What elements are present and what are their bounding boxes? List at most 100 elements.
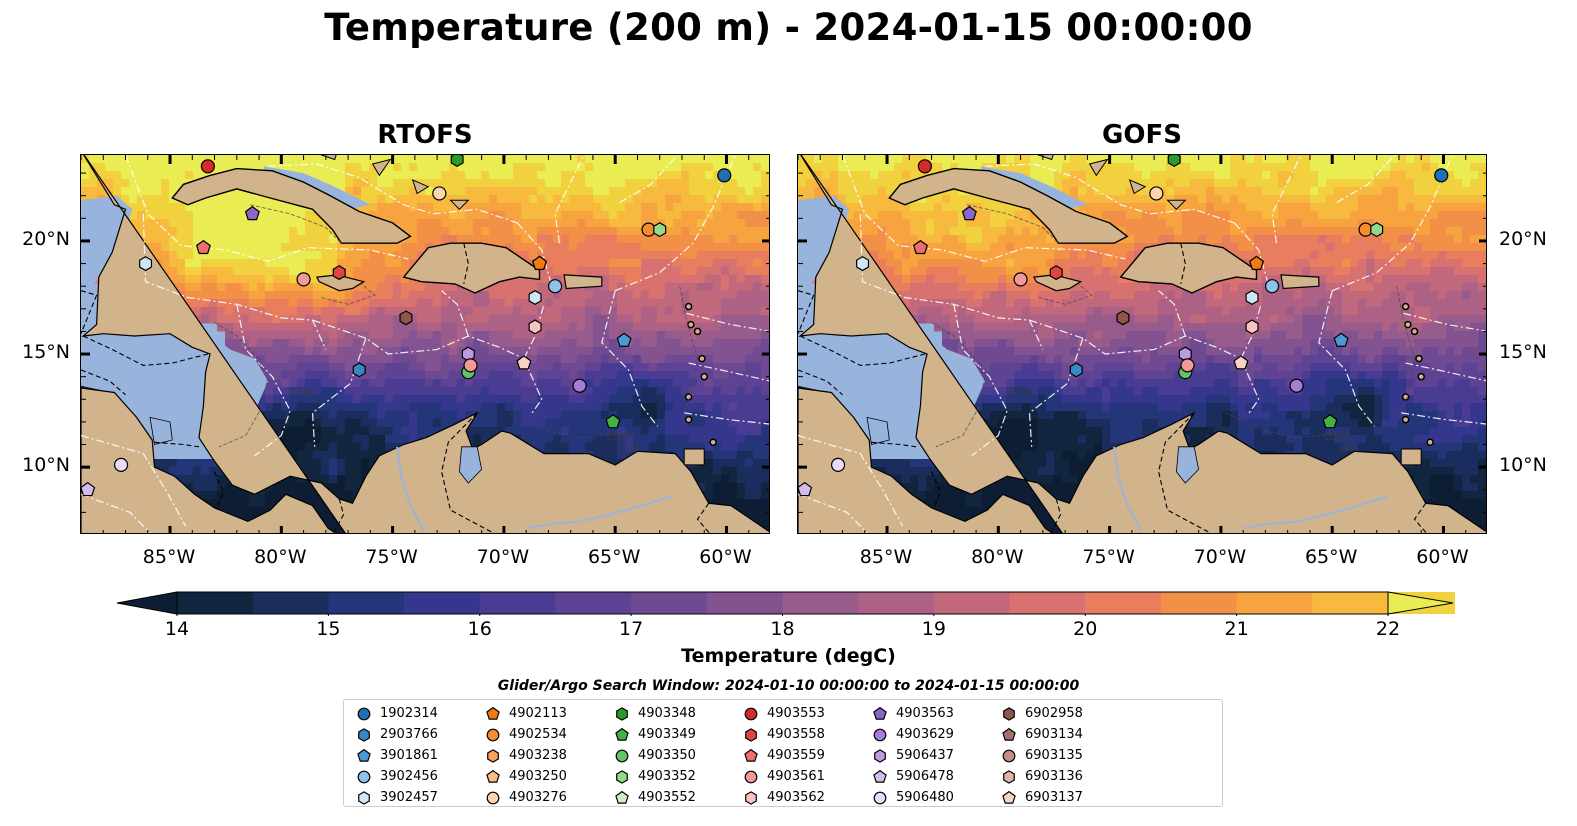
legend-item: 4903552 bbox=[614, 787, 696, 808]
pentagon-marker-icon bbox=[1002, 727, 1016, 741]
legend-item-label: 4903350 bbox=[638, 748, 696, 763]
float-marker-4903562 bbox=[1245, 319, 1259, 335]
hexagon-marker-icon bbox=[745, 727, 757, 742]
legend-item-label: 6903135 bbox=[1025, 748, 1083, 763]
legend-marker bbox=[745, 790, 757, 805]
float-marker-4903561 bbox=[296, 272, 311, 287]
lesser-antilles-island bbox=[709, 438, 717, 447]
legend-item: 3902456 bbox=[356, 766, 438, 787]
float-marker-4903561 bbox=[1180, 358, 1195, 373]
bathymetry-contours bbox=[931, 204, 1415, 448]
legend-item-label: 4903238 bbox=[509, 748, 567, 763]
float-marker-5906478 bbox=[798, 481, 813, 497]
lake-maracaibo bbox=[1175, 446, 1200, 484]
legend-item: 6902958 bbox=[1001, 703, 1083, 724]
colorbar-segment bbox=[1160, 592, 1238, 614]
lon-tick-label: 70°W bbox=[476, 546, 530, 568]
legend-marker bbox=[357, 748, 371, 762]
rtofs-map[interactable]: 1000 1000 100 bbox=[80, 154, 770, 534]
colorbar-segment bbox=[252, 592, 329, 614]
float-marker-5906480 bbox=[113, 457, 129, 472]
legend-item-label: 6903134 bbox=[1025, 727, 1083, 742]
trinidad bbox=[1400, 448, 1422, 466]
lon-tick-label: 65°W bbox=[1304, 546, 1358, 568]
float-marker-4903559 bbox=[195, 239, 211, 255]
colorbar bbox=[116, 591, 1455, 616]
float-marker-4902534 bbox=[1358, 222, 1373, 237]
legend-item: 4903562 bbox=[743, 787, 825, 808]
legend-item: 4903553 bbox=[743, 703, 825, 724]
colorbar-segment bbox=[933, 592, 1011, 614]
legend-item-label: 4903629 bbox=[896, 727, 954, 742]
legend: 1902314 2903766 3901861 3902456 3902457 49021… bbox=[343, 699, 1223, 807]
legend-item: 4903348 bbox=[614, 703, 696, 724]
panel-title-rtofs: RTOFS bbox=[377, 120, 473, 150]
bahamas-island bbox=[411, 178, 430, 195]
float-marker-3901861 bbox=[1333, 332, 1349, 347]
legend-item-label: 4903276 bbox=[509, 790, 567, 805]
hexagon-marker-icon bbox=[358, 790, 370, 805]
colorbar-segment bbox=[555, 592, 632, 614]
colorbar-segment bbox=[1085, 592, 1162, 614]
gofs-map[interactable]: 1000 1000 100 bbox=[797, 154, 1487, 534]
lon-tick-label: 80°W bbox=[971, 546, 1024, 568]
cuba bbox=[171, 167, 412, 244]
legend-marker bbox=[358, 727, 370, 742]
colorbar-segment bbox=[404, 592, 481, 614]
lesser-antilles-island bbox=[684, 415, 693, 424]
legend-item-label: 4903558 bbox=[767, 727, 825, 742]
legend-marker bbox=[874, 748, 886, 763]
page-title: Temperature (200 m) - 2024-01-15 00:00:0… bbox=[324, 6, 1253, 49]
legend-item: 6903137 bbox=[1001, 787, 1083, 808]
colorbar-tick-label: 21 bbox=[1224, 618, 1249, 640]
float-marker-4903352 bbox=[1370, 222, 1384, 238]
float-marker-6902958 bbox=[399, 310, 413, 326]
trinidad bbox=[683, 448, 705, 466]
colorbar-segment bbox=[1009, 592, 1086, 614]
hexagon-marker-icon bbox=[1003, 769, 1015, 784]
yucatan-shelf bbox=[798, 195, 850, 287]
float-marker-6902958 bbox=[1116, 310, 1130, 326]
float-marker-4903276 bbox=[1149, 186, 1164, 201]
float-marker-4903559 bbox=[912, 239, 928, 255]
lesser-antilles-island bbox=[698, 354, 706, 363]
legend-item: 2903766 bbox=[356, 724, 438, 745]
float-marker-4903348 bbox=[450, 155, 464, 168]
legend-item: 4903350 bbox=[614, 745, 696, 766]
legend-item-label: 6903137 bbox=[1025, 790, 1083, 805]
float-marker-4903558 bbox=[332, 265, 346, 281]
legend-item-label: 4903559 bbox=[767, 748, 825, 763]
lesser-antilles-island bbox=[1401, 302, 1410, 311]
eez-boundaries bbox=[81, 155, 769, 533]
orinoco-river bbox=[526, 495, 672, 530]
legend-item: 4903629 bbox=[872, 724, 954, 745]
land bbox=[798, 155, 1486, 533]
legend-item-label: 1902314 bbox=[380, 706, 438, 721]
legend-item-label: 5906437 bbox=[896, 748, 954, 763]
legend-marker bbox=[1002, 749, 1016, 762]
hispaniola bbox=[402, 242, 541, 294]
pentagon-marker-icon bbox=[486, 769, 500, 783]
lesser-antilles-island bbox=[693, 327, 702, 336]
legend-marker bbox=[1002, 790, 1016, 804]
float-marker-3902456 bbox=[547, 279, 563, 294]
colorbar-segment bbox=[177, 592, 254, 614]
colorbar-segment bbox=[631, 592, 708, 614]
float-marker-6903137 bbox=[1233, 355, 1249, 370]
legend-marker bbox=[744, 748, 758, 762]
float-marker-1902314 bbox=[717, 168, 732, 183]
legend-marker bbox=[487, 748, 499, 763]
circle-marker-icon bbox=[486, 791, 500, 804]
legend-item-label: 3902456 bbox=[380, 769, 438, 784]
float-marker-4903558 bbox=[1049, 265, 1063, 281]
colorbar-segment bbox=[858, 592, 935, 614]
hexagon-marker-icon bbox=[616, 769, 628, 784]
float-marker-4903349 bbox=[605, 414, 621, 429]
legend-item-label: 4903561 bbox=[767, 769, 825, 784]
float-marker-4903553 bbox=[200, 159, 215, 174]
legend-item: 6903134 bbox=[1001, 724, 1083, 745]
bahamas-island bbox=[1128, 178, 1147, 195]
